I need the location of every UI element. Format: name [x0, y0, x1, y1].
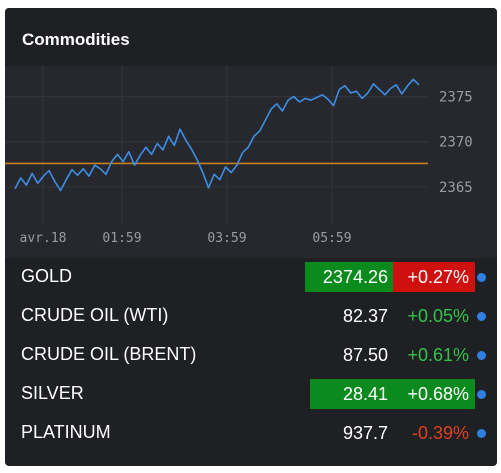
quote-price: 82.37 [342, 306, 388, 326]
quote-price: 937.7 [342, 423, 388, 443]
quote-change: +0.61% [407, 345, 469, 365]
y-tick-label: 2365 [439, 180, 473, 196]
series-line [14, 78, 420, 192]
widget-title: Commodities [22, 30, 130, 49]
status-dot-icon [477, 429, 486, 438]
quote-row-silver[interactable]: SILVER 28.41 +0.68% [5, 375, 497, 411]
quote-change: -0.39% [411, 423, 469, 443]
price-chart[interactable]: 2365 2370 2375 avr.18 01:59 03:59 05:59 [5, 66, 497, 258]
x-tick-label: 05:59 [312, 231, 351, 246]
x-tick-label: 01:59 [102, 231, 141, 246]
y-tick-label: 2375 [439, 90, 473, 106]
widget-header: Commodities [5, 8, 497, 66]
x-tick-label: avr.18 [20, 231, 67, 246]
quote-row-platinum[interactable]: PLATINUM 937.7 -0.39% [5, 414, 497, 450]
quote-name: PLATINUM [21, 422, 111, 442]
quote-change: +0.05% [407, 306, 469, 326]
quote-row-crude-oil-wti[interactable]: CRUDE OIL (WTI) 82.37 +0.05% [5, 297, 497, 333]
quote-row-crude-oil-brent[interactable]: CRUDE OIL (BRENT) 87.50 +0.61% [5, 336, 497, 372]
quote-change: +0.27% [393, 262, 475, 292]
quote-price: 87.50 [342, 345, 388, 365]
quote-name: GOLD [21, 266, 73, 286]
quote-change: +0.68% [393, 379, 475, 409]
quote-row-gold[interactable]: GOLD 2374.26 +0.27% [5, 258, 497, 294]
quote-name: CRUDE OIL (WTI) [21, 305, 169, 325]
quote-name: SILVER [21, 383, 84, 403]
status-dot-icon [477, 273, 486, 282]
x-tick-label: 03:59 [207, 231, 246, 246]
status-dot-icon [477, 390, 486, 399]
y-tick-label: 2370 [439, 135, 473, 151]
quote-price: 2374.26 [305, 262, 393, 292]
status-dot-icon [477, 312, 486, 321]
quote-price: 28.41 [310, 379, 393, 409]
quote-name: CRUDE OIL (BRENT) [21, 344, 197, 364]
status-dot-icon [477, 351, 486, 360]
chart-svg: 2365 2370 2375 avr.18 01:59 03:59 05:59 [5, 66, 473, 246]
commodities-widget: Commodities 2365 2370 2375 avr.18 01:59 03:59… [5, 8, 497, 466]
